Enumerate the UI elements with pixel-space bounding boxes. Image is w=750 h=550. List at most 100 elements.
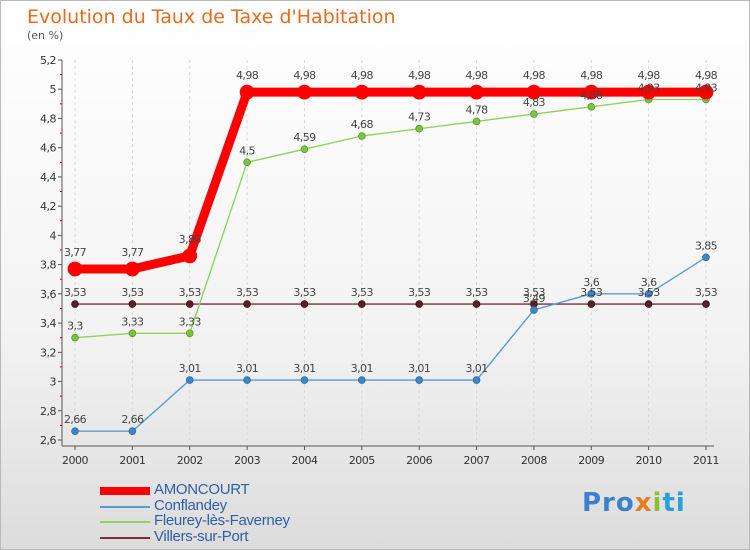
data-point: [469, 84, 484, 100]
legend-swatch-conflandey: [100, 505, 150, 508]
data-point: [124, 261, 140, 277]
data-point: [472, 117, 481, 126]
data-label: 3,53: [179, 286, 202, 299]
data-label: 3,53: [293, 286, 316, 299]
y-tick-label: 5,2: [40, 54, 56, 67]
data-label: 3,53: [580, 286, 603, 299]
x-tick-label: 2011: [693, 454, 719, 467]
data-point: [71, 333, 79, 342]
data-point: [472, 376, 481, 384]
logo-part: i: [652, 488, 663, 518]
data-label: 3,53: [408, 286, 431, 299]
data-point: [297, 84, 312, 100]
data-label: 4,98: [580, 69, 603, 82]
data-point: [182, 248, 198, 264]
y-tick-label: 4,2: [40, 200, 56, 213]
legend-swatch-amoncourt: [100, 487, 150, 495]
data-point: [67, 261, 83, 277]
data-point: [300, 300, 309, 308]
x-tick-label: 2003: [234, 454, 260, 467]
data-label: 4,93: [638, 81, 661, 94]
y-tick-label: 3,4: [40, 317, 56, 330]
data-point: [587, 102, 596, 111]
x-tick-label: 2001: [119, 454, 145, 467]
x-tick-label: 2005: [349, 454, 375, 467]
data-point: [185, 329, 194, 338]
proxiti-logo: Proxiti: [582, 488, 686, 518]
x-tick-label: 2010: [636, 454, 662, 467]
data-label: 3,01: [293, 362, 315, 375]
data-label: 3,53: [523, 286, 546, 299]
data-label: 3,86: [179, 233, 202, 246]
data-point: [358, 132, 366, 140]
legend-label: AMONCOURT: [154, 481, 250, 498]
data-label: 2,66: [121, 413, 144, 426]
data-point: [358, 376, 366, 384]
data-label: 4,88: [580, 89, 603, 102]
x-tick-label: 2002: [177, 454, 203, 467]
legend-swatch-villers: [100, 536, 150, 539]
data-label: 3,01: [408, 362, 430, 375]
data-label: 4,98: [236, 69, 259, 82]
data-label: 4,98: [695, 69, 718, 82]
data-point: [354, 84, 370, 100]
data-label: 3,01: [236, 362, 258, 375]
data-point: [472, 300, 481, 308]
legend-label: Conflandey: [154, 496, 227, 514]
data-point: [128, 329, 137, 338]
series-line: [75, 87, 706, 274]
chart-title: Evolution du Taux de Taxe d'Habitation: [27, 6, 396, 28]
logo-part: Pro: [582, 488, 635, 518]
y-tick-label: 3: [50, 376, 57, 389]
data-point: [239, 84, 255, 100]
x-tick-label: 2006: [406, 454, 432, 467]
data-label: 4,73: [408, 111, 431, 124]
data-point: [243, 300, 251, 308]
x-tick-label: 2007: [464, 454, 490, 467]
data-point: [300, 145, 309, 153]
y-tick-label: 2,6: [40, 434, 56, 447]
data-label: 4,98: [408, 69, 431, 82]
data-point: [243, 376, 251, 384]
data-label: 3,01: [465, 362, 487, 375]
data-label: 4,59: [293, 131, 316, 144]
legend-swatch-fleurey: [100, 521, 150, 523]
data-label: 3,53: [638, 286, 661, 299]
data-label: 3,33: [121, 315, 144, 328]
data-point: [644, 290, 653, 298]
data-point: [128, 427, 137, 436]
data-point: [698, 84, 714, 100]
data-label: 3,01: [179, 362, 201, 375]
data-label: 3,53: [695, 286, 718, 299]
data-point: [530, 306, 538, 314]
data-label: 3,53: [64, 286, 87, 299]
data-label: 3,33: [179, 315, 202, 328]
data-point: [415, 300, 423, 308]
x-tick-label: 2004: [291, 454, 317, 467]
y-tick-label: 3,6: [40, 288, 56, 301]
y-tick-label: 3,2: [40, 346, 56, 359]
chart-subtitle: (en %): [27, 29, 64, 42]
data-label: 4,98: [638, 69, 661, 82]
series-line: [74, 98, 706, 339]
data-point: [530, 110, 538, 118]
series-line: [75, 256, 707, 432]
y-tick-label: 4,8: [40, 112, 56, 125]
data-point: [641, 84, 657, 100]
y-tick-label: 3,8: [40, 259, 56, 272]
legend-label: Villers-sur-Port: [154, 527, 249, 545]
data-point: [300, 376, 309, 384]
data-label: 3,53: [236, 286, 259, 299]
data-label: 3,85: [695, 239, 718, 252]
data-point: [128, 300, 137, 308]
y-tick-label: 5: [50, 83, 57, 96]
data-label: 4,98: [293, 69, 316, 82]
data-point: [702, 253, 710, 262]
legend-label: Fleurey-lès-Faverney: [154, 512, 290, 529]
y-tick-label: 4,6: [40, 142, 56, 155]
data-point: [702, 300, 710, 308]
data-label: 3,77: [121, 246, 144, 259]
logo-part: x: [634, 488, 653, 518]
data-label: 4,83: [523, 96, 546, 109]
